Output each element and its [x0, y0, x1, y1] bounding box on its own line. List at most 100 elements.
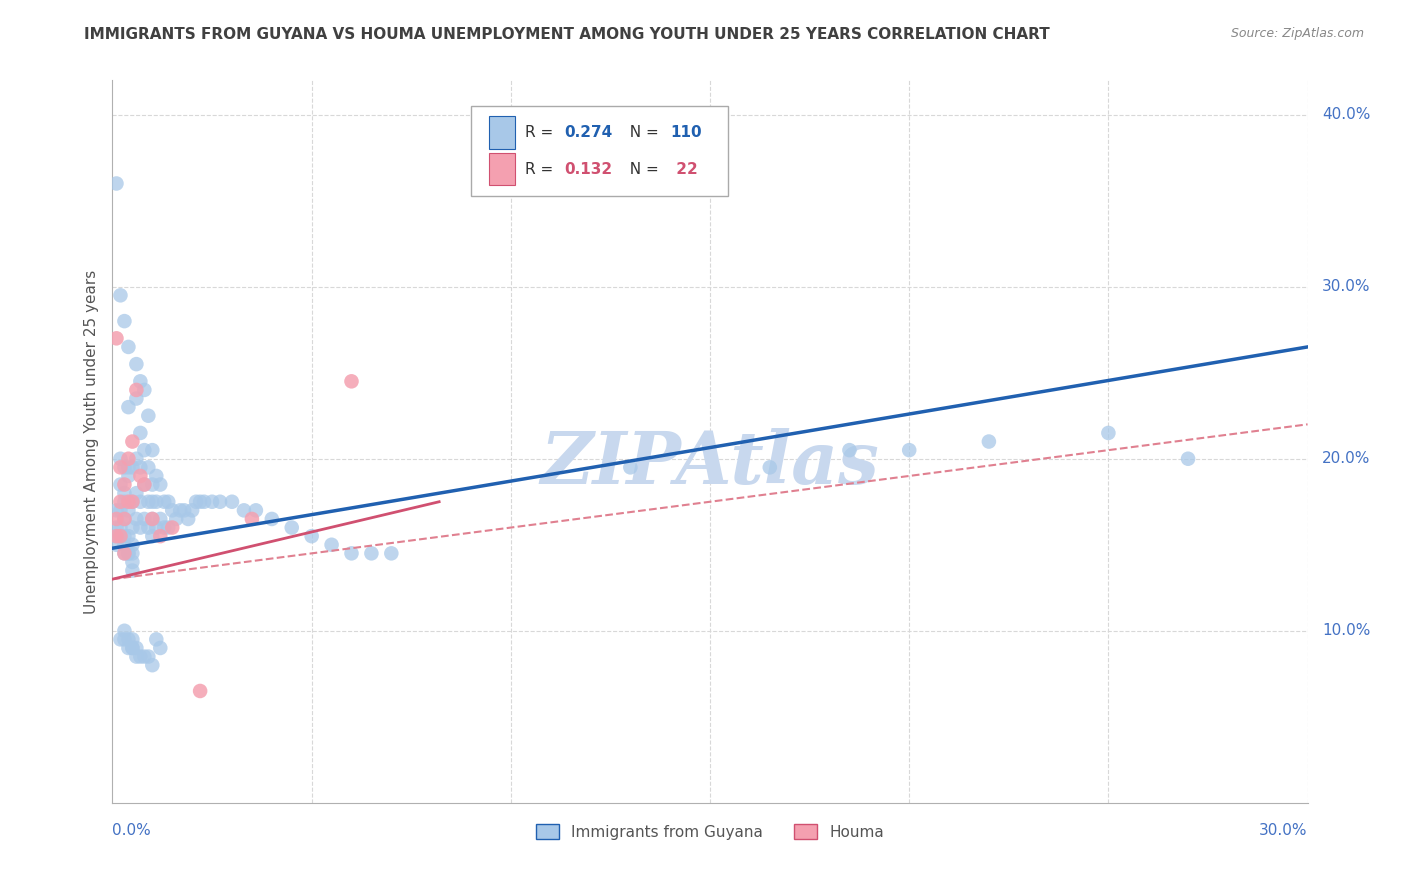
Point	[114, 460, 135, 475]
Point	[380, 546, 402, 560]
Point	[360, 546, 382, 560]
FancyBboxPatch shape	[489, 116, 515, 149]
Point	[105, 331, 128, 345]
FancyBboxPatch shape	[471, 105, 728, 196]
Point	[173, 503, 195, 517]
Point	[209, 494, 232, 508]
Point	[134, 477, 156, 491]
Point	[114, 529, 135, 543]
Point	[149, 529, 172, 543]
Point	[121, 538, 143, 552]
Point	[129, 460, 152, 475]
Point	[977, 434, 1000, 449]
Text: R =: R =	[524, 125, 558, 140]
Point	[141, 494, 163, 508]
Text: N =: N =	[620, 161, 664, 177]
Point	[117, 503, 139, 517]
Point	[121, 632, 143, 647]
Point	[138, 649, 160, 664]
Point	[105, 512, 128, 526]
Point	[138, 409, 160, 423]
Point	[162, 520, 183, 534]
Point	[141, 658, 163, 673]
Point	[188, 494, 211, 508]
Point	[110, 494, 132, 508]
Point	[145, 632, 167, 647]
Point	[141, 512, 163, 526]
Point	[162, 503, 183, 517]
Point	[117, 546, 139, 560]
Point	[105, 538, 128, 552]
Text: IMMIGRANTS FROM GUYANA VS HOUMA UNEMPLOYMENT AMONG YOUTH UNDER 25 YEARS CORRELAT: IMMIGRANTS FROM GUYANA VS HOUMA UNEMPLOY…	[84, 27, 1050, 42]
Point	[129, 494, 152, 508]
Point	[125, 451, 148, 466]
Point	[138, 520, 160, 534]
Point	[177, 512, 200, 526]
Point	[260, 512, 283, 526]
Point	[117, 460, 139, 475]
Point	[141, 529, 163, 543]
Point	[188, 684, 211, 698]
Point	[169, 503, 191, 517]
Point	[134, 383, 156, 397]
Point	[125, 649, 148, 664]
Point	[114, 632, 135, 647]
Point	[145, 494, 167, 508]
Point	[138, 460, 160, 475]
Point	[221, 494, 243, 508]
Point	[114, 546, 135, 560]
Point	[240, 512, 263, 526]
Point	[110, 460, 132, 475]
Point	[110, 520, 132, 534]
Text: Source: ZipAtlas.com: Source: ZipAtlas.com	[1230, 27, 1364, 40]
Point	[129, 520, 152, 534]
Point	[149, 477, 172, 491]
Point	[110, 451, 132, 466]
Point	[129, 375, 152, 389]
Point	[134, 649, 156, 664]
Point	[125, 512, 148, 526]
Point	[121, 640, 143, 655]
Point	[149, 640, 172, 655]
Point	[110, 288, 132, 302]
Point	[145, 469, 167, 483]
Point	[117, 340, 139, 354]
Text: 20.0%: 20.0%	[1322, 451, 1371, 467]
Point	[110, 529, 132, 543]
Point	[125, 486, 148, 500]
Point	[105, 503, 128, 517]
Point	[157, 520, 180, 534]
Point	[145, 520, 167, 534]
Point	[129, 469, 152, 483]
Point	[125, 392, 148, 406]
Text: ZIPAtlas: ZIPAtlas	[541, 428, 879, 499]
Point	[121, 564, 143, 578]
Point	[245, 503, 267, 517]
Point	[129, 649, 152, 664]
Text: 30.0%: 30.0%	[1322, 279, 1371, 294]
Point	[121, 494, 143, 508]
Point	[134, 512, 156, 526]
Point	[105, 529, 128, 543]
Y-axis label: Unemployment Among Youth under 25 years: Unemployment Among Youth under 25 years	[83, 269, 98, 614]
Point	[110, 529, 132, 543]
Point	[117, 529, 139, 543]
Point	[117, 451, 139, 466]
Legend: Immigrants from Guyana, Houma: Immigrants from Guyana, Houma	[530, 818, 890, 846]
Point	[1097, 425, 1119, 440]
Point	[157, 494, 180, 508]
Point	[121, 434, 143, 449]
Point	[193, 494, 215, 508]
Point	[114, 512, 135, 526]
Text: R =: R =	[524, 161, 558, 177]
Point	[281, 520, 304, 534]
Point	[125, 640, 148, 655]
Point	[110, 632, 132, 647]
Point	[114, 494, 135, 508]
Point	[759, 460, 782, 475]
Point	[201, 494, 224, 508]
Point	[138, 494, 160, 508]
Point	[134, 477, 156, 491]
Point	[114, 314, 135, 328]
Point	[838, 443, 860, 458]
